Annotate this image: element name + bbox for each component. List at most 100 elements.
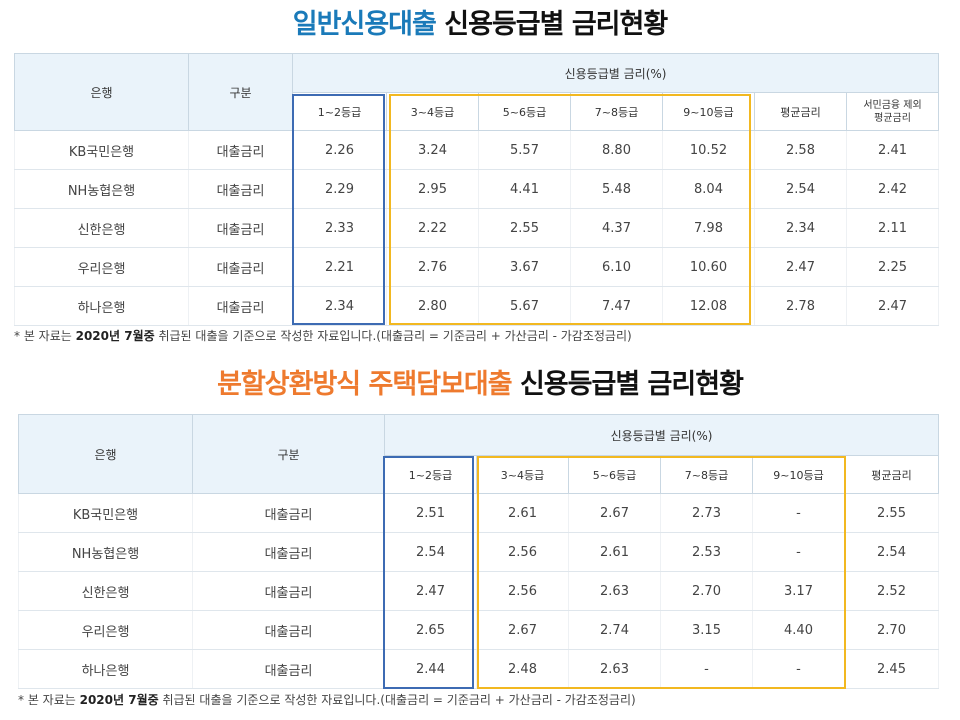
rate-type: 대출금리 (188, 169, 293, 209)
header-avg-excl-line1: 서민금융 제외 (863, 99, 922, 111)
rate-avg: 2.55 (843, 493, 940, 533)
rate-avg-excl: 2.11 (845, 208, 940, 248)
rate-grade-1-2: 2.47 (384, 571, 477, 611)
rate-grade-5-6: 2.61 (568, 532, 661, 572)
table-row: KB국민은행 대출금리 2.51 2.61 2.67 2.73 - 2.55 (18, 493, 940, 533)
header-grade-7-8: 7~8등급 (570, 92, 663, 131)
rate-type: 대출금리 (188, 130, 293, 170)
rate-grade-7-8: 3.15 (660, 610, 753, 650)
rate-avg: 2.34 (754, 208, 847, 248)
rate-type: 대출금리 (188, 247, 293, 287)
rate-avg: 2.70 (843, 610, 940, 650)
rate-grade-7-8: 2.73 (660, 493, 753, 533)
rate-grade-9-10: 4.40 (752, 610, 845, 650)
rate-grade-9-10: 10.60 (662, 247, 755, 287)
rate-grade-5-6: 5.67 (478, 286, 571, 326)
rate-grade-9-10: 7.98 (662, 208, 755, 248)
rate-grade-9-10: 10.52 (662, 130, 755, 170)
header-grade-3-4: 3~4등급 (386, 92, 479, 131)
section2-title-highlight: 분할상환방식 주택담보대출 (217, 369, 512, 400)
table-row: KB국민은행 대출금리 2.26 3.24 5.57 8.80 10.52 2.… (14, 130, 940, 170)
general-credit-loan-table: 은행 구분 신용등급별 금리(%) 1~2등급 3~4등급 5~6등급 7~8등… (14, 53, 940, 326)
section2-title: 분할상환방식 주택담보대출 신용등급별 금리현황 (0, 362, 960, 401)
rate-grade-7-8: 2.70 (660, 571, 753, 611)
header-grade-5-6: 5~6등급 (568, 455, 661, 494)
rate-grade-5-6: 5.57 (478, 130, 571, 170)
rate-avg: 2.54 (843, 532, 940, 572)
rate-grade-3-4: 2.80 (386, 286, 479, 326)
rate-grade-1-2: 2.54 (384, 532, 477, 572)
footnote-prefix: * 본 자료는 (18, 693, 80, 707)
header-bank: 은행 (18, 414, 193, 494)
table-row: 우리은행 대출금리 2.21 2.76 3.67 6.10 10.60 2.47… (14, 247, 940, 287)
rate-grade-3-4: 2.67 (476, 610, 569, 650)
rate-avg: 2.78 (754, 286, 847, 326)
bank-name: 하나은행 (14, 286, 189, 326)
footnote-suffix: 취급된 대출을 기준으로 작성한 자료입니다.(대출금리 = 기준금리 + 가산… (158, 693, 636, 707)
header-grade-7-8: 7~8등급 (660, 455, 753, 494)
rate-grade-3-4: 2.48 (476, 649, 569, 689)
header-type: 구분 (188, 53, 293, 131)
rate-avg: 2.52 (843, 571, 940, 611)
bank-name: KB국민은행 (18, 493, 193, 533)
section1-title-highlight: 일반신용대출 (292, 9, 437, 40)
bank-name: KB국민은행 (14, 130, 189, 170)
rate-grade-5-6: 2.67 (568, 493, 661, 533)
table-row: NH농협은행 대출금리 2.29 2.95 4.41 5.48 8.04 2.5… (14, 169, 940, 209)
bank-name: NH농협은행 (14, 169, 189, 209)
section1-footnote: * 본 자료는 2020년 7월중 취급된 대출을 기준으로 작성한 자료입니다… (14, 327, 632, 344)
rate-grade-1-2: 2.34 (292, 286, 387, 326)
rate-grade-3-4: 2.56 (476, 532, 569, 572)
header-grade-9-10: 9~10등급 (752, 455, 845, 494)
rate-grade-1-2: 2.26 (292, 130, 387, 170)
bank-name: 하나은행 (18, 649, 193, 689)
rate-type: 대출금리 (188, 208, 293, 248)
rate-type: 대출금리 (192, 493, 385, 533)
bank-name: 신한은행 (14, 208, 189, 248)
rate-grade-9-10: 12.08 (662, 286, 755, 326)
rate-grade-7-8: 5.48 (570, 169, 663, 209)
rate-avg: 2.45 (843, 649, 940, 689)
rate-avg-excl: 2.42 (845, 169, 940, 209)
table-row: 신한은행 대출금리 2.33 2.22 2.55 4.37 7.98 2.34 … (14, 208, 940, 248)
rate-grade-7-8: 4.37 (570, 208, 663, 248)
header-grade-3-4: 3~4등급 (476, 455, 569, 494)
header-grade-9-10: 9~10등급 (662, 92, 755, 131)
bank-name: 신한은행 (18, 571, 193, 611)
rate-grade-3-4: 2.76 (386, 247, 479, 287)
rate-grade-5-6: 2.74 (568, 610, 661, 650)
table-row: 신한은행 대출금리 2.47 2.56 2.63 2.70 3.17 2.52 (18, 571, 940, 611)
rate-grade-5-6: 4.41 (478, 169, 571, 209)
bank-name: NH농협은행 (18, 532, 193, 572)
rate-grade-1-2: 2.21 (292, 247, 387, 287)
table-row: 하나은행 대출금리 2.34 2.80 5.67 7.47 12.08 2.78… (14, 286, 940, 326)
footnote-period: 2020년 7월중 (79, 693, 159, 707)
rate-grade-7-8: 7.47 (570, 286, 663, 326)
rate-grade-5-6: 2.55 (478, 208, 571, 248)
rate-type: 대출금리 (188, 286, 293, 326)
header-avg-rate: 평균금리 (843, 455, 940, 494)
rate-grade-1-2: 2.29 (292, 169, 387, 209)
footnote-prefix: * 본 자료는 (14, 329, 76, 343)
rate-grade-1-2: 2.44 (384, 649, 477, 689)
footnote-period: 2020년 7월중 (75, 329, 155, 343)
rate-grade-9-10: 8.04 (662, 169, 755, 209)
header-avg-rate: 평균금리 (754, 92, 847, 131)
rate-grade-7-8: 2.53 (660, 532, 753, 572)
rate-grade-3-4: 2.56 (476, 571, 569, 611)
section2-footnote: * 본 자료는 2020년 7월중 취급된 대출을 기준으로 작성한 자료입니다… (18, 691, 636, 708)
header-grade-5-6: 5~6등급 (478, 92, 571, 131)
table-row: NH농협은행 대출금리 2.54 2.56 2.61 2.53 - 2.54 (18, 532, 940, 572)
rate-grade-9-10: 3.17 (752, 571, 845, 611)
header-grade-1-2: 1~2등급 (292, 92, 387, 131)
rate-type: 대출금리 (192, 571, 385, 611)
rate-avg: 2.47 (754, 247, 847, 287)
rate-avg: 2.54 (754, 169, 847, 209)
section2-title-rest: 신용등급별 금리현황 (511, 369, 744, 400)
rate-grade-7-8: - (660, 649, 753, 689)
rate-grade-3-4: 2.61 (476, 493, 569, 533)
rate-grade-3-4: 2.22 (386, 208, 479, 248)
rate-avg-excl: 2.47 (845, 286, 940, 326)
header-avg-excl: 서민금융 제외 평균금리 (845, 92, 940, 131)
rate-avg: 2.58 (754, 130, 847, 170)
